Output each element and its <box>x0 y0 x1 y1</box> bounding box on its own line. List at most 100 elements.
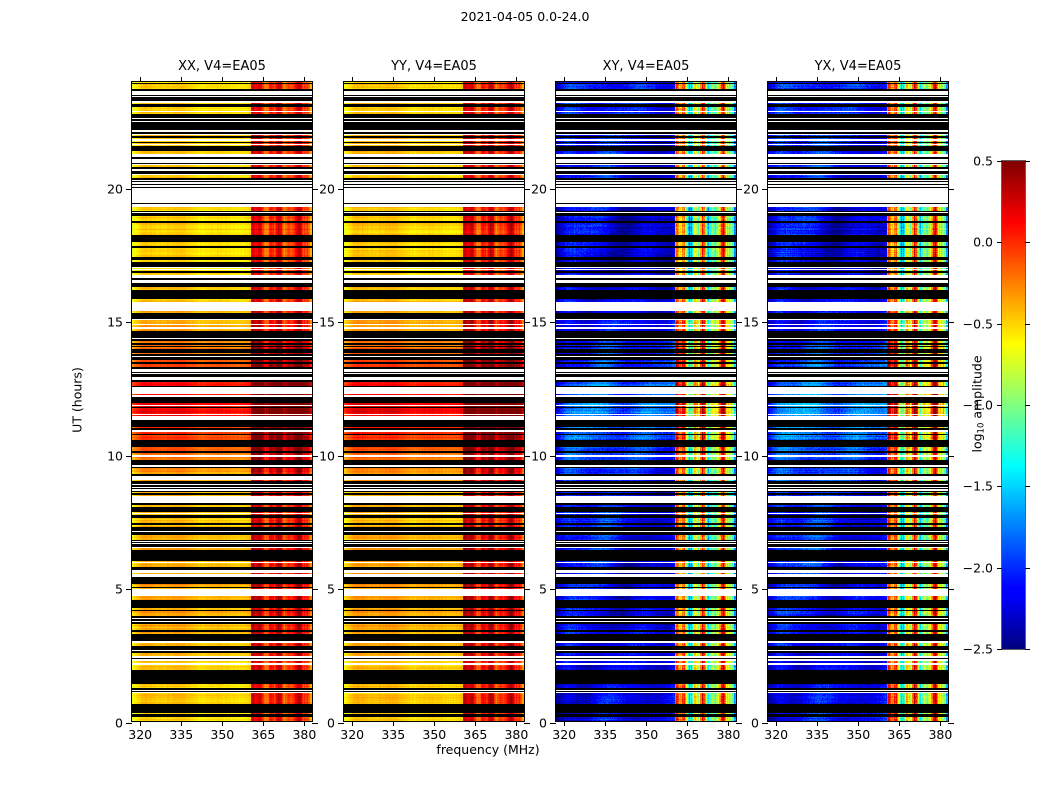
panel-xy[interactable]: XY, V4=EA05 0 5 10 15 20 320 335 350 365 380 <box>531 59 742 741</box>
y-tick-mark <box>550 723 556 724</box>
x-tick-label: 320 <box>128 727 153 742</box>
x-tick-label: 350 <box>422 727 447 742</box>
y-tick-mark-right <box>736 589 742 591</box>
x-tick-mark-top <box>352 77 354 82</box>
x-tick-mark-top <box>222 77 224 82</box>
colorbar-gradient <box>1002 161 1025 649</box>
colorbar-tick-mark <box>997 161 1002 162</box>
y-tick-mark-right <box>736 455 742 457</box>
x-tick-mark-top <box>304 77 306 82</box>
y-tick-mark-right <box>524 322 530 324</box>
colorbar-tick-label: −1.5 <box>962 478 993 494</box>
colorbar-tick-mark <box>997 405 1002 406</box>
panel-title-yx: YX, V4=EA05 <box>814 59 902 74</box>
x-tick-mark <box>728 721 730 726</box>
y-tick-mark <box>338 188 344 190</box>
y-tick-mark-right <box>736 723 742 724</box>
x-tick-label: 320 <box>340 727 365 742</box>
x-tick-mark-top <box>858 77 860 82</box>
y-tick-mark-right <box>524 723 530 724</box>
y-tick-label: 5 <box>539 581 547 597</box>
x-tick-mark <box>516 721 518 726</box>
colorbar-label-suffix: amplitude <box>969 355 985 423</box>
x-tick-mark <box>817 721 819 726</box>
colorbar-tick-mark <box>997 323 1002 325</box>
y-tick-mark <box>338 723 344 724</box>
y-tick-mark-right <box>312 188 318 190</box>
colorbar-tick-mark-right <box>1025 242 1030 244</box>
y-tick-label: 20 <box>531 181 547 197</box>
y-tick-mark <box>550 188 556 190</box>
y-tick-mark <box>126 455 132 457</box>
y-tick-mark-right <box>312 723 318 724</box>
x-tick-mark-top <box>475 77 477 82</box>
x-tick-mark-top <box>564 77 566 82</box>
x-tick-mark <box>181 721 183 726</box>
y-tick-label: 0 <box>327 715 335 731</box>
y-tick-mark-right <box>948 723 954 724</box>
colorbar-label-prefix: log <box>969 433 985 453</box>
y-tick-mark <box>126 589 132 591</box>
y-tick-mark-right <box>524 188 530 190</box>
y-tick-label: 20 <box>107 181 123 197</box>
colorbar-tick-label: −1.0 <box>962 397 993 413</box>
y-tick-label: 5 <box>751 581 759 597</box>
y-tick-label: 15 <box>531 314 547 330</box>
y-tick-label: 10 <box>531 448 547 464</box>
x-tick-mark <box>352 721 354 726</box>
y-axis-label: UT (hours) <box>69 367 85 433</box>
x-tick-mark <box>776 721 778 726</box>
y-tick-mark <box>762 589 768 591</box>
y-tick-label: 20 <box>319 181 335 197</box>
panel-yy[interactable]: YY, V4=EA05 0 5 10 15 20 320 335 350 365 380 <box>319 59 530 741</box>
x-tick-label: 365 <box>463 727 488 742</box>
colorbar[interactable]: −2.5 −2.0 −1.5 −1.0 −0.5 0.0 0.5 <box>963 155 1030 656</box>
colorbar-tick-mark <box>997 486 1002 488</box>
y-tick-mark <box>338 455 344 457</box>
figure-suptitle: 2021-04-05 0.0-24.0 <box>460 9 590 24</box>
x-tick-mark-top <box>940 77 942 82</box>
x-tick-mark <box>475 721 477 726</box>
panel-title-xy: XY, V4=EA05 <box>602 59 690 74</box>
x-tick-mark <box>304 721 306 726</box>
heatmap-yy <box>344 82 524 721</box>
x-tick-label: 335 <box>381 727 406 742</box>
colorbar-tick-mark <box>997 567 1002 569</box>
x-tick-label: 350 <box>634 727 659 742</box>
x-tick-mark <box>940 721 942 726</box>
x-tick-mark-top <box>434 77 436 82</box>
x-tick-mark <box>899 721 901 726</box>
panel-yx[interactable]: YX, V4=EA05 0 5 10 15 20 320 335 350 365 380 <box>743 59 954 741</box>
x-tick-mark-top <box>605 77 607 82</box>
y-tick-mark <box>126 322 132 324</box>
x-tick-mark <box>687 721 689 726</box>
colorbar-tick-mark-right <box>1025 405 1030 406</box>
y-tick-mark <box>550 455 556 457</box>
x-tick-label: 380 <box>716 727 741 742</box>
colorbar-tick-label: −2.0 <box>962 560 993 576</box>
x-tick-mark <box>434 721 436 726</box>
colorbar-tick-label: 0.0 <box>973 234 993 250</box>
heatmap-xx <box>132 82 312 721</box>
x-tick-label: 365 <box>251 727 276 742</box>
colorbar-tick-mark-right <box>1025 567 1030 569</box>
y-tick-mark-right <box>312 589 318 591</box>
colorbar-tick-mark-right <box>1025 323 1030 325</box>
y-tick-mark-right <box>736 188 742 190</box>
colorbar-tick-mark <box>997 649 1002 650</box>
y-tick-mark-right <box>312 322 318 324</box>
y-tick-mark-right <box>948 589 954 591</box>
y-tick-label: 15 <box>107 314 123 330</box>
x-tick-mark <box>605 721 607 726</box>
y-tick-mark-right <box>948 322 954 324</box>
y-tick-mark <box>550 589 556 591</box>
colorbar-tick-mark-right <box>1025 161 1030 162</box>
x-tick-label: 365 <box>887 727 912 742</box>
x-tick-mark <box>564 721 566 726</box>
panel-xx[interactable]: XX, V4=EA05 0 5 10 15 20 320 335 350 365 380 <box>107 59 318 741</box>
x-tick-label: 335 <box>169 727 194 742</box>
y-tick-mark <box>762 723 768 724</box>
y-tick-label: 15 <box>319 314 335 330</box>
y-tick-mark <box>126 723 132 724</box>
